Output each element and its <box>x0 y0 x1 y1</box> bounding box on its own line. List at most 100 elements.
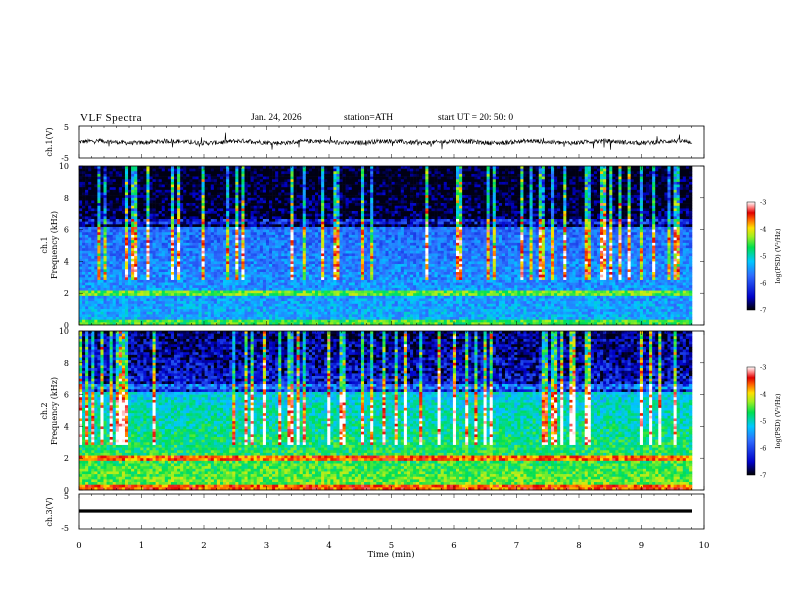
spectrogram-cell <box>112 322 117 326</box>
spectrogram-cell <box>91 237 95 241</box>
spectrogram-cell <box>204 219 209 222</box>
spectrogram-cell <box>192 197 196 201</box>
spectrogram-cell <box>238 277 242 281</box>
spectrogram-cell <box>315 242 319 246</box>
spectrogram-cell <box>192 290 196 294</box>
spectrogram-cell <box>137 250 141 254</box>
spectrogram-cell <box>223 234 227 238</box>
spectrogram-cell <box>244 258 248 262</box>
spectrogram-cell <box>275 266 279 270</box>
spectrogram-cell <box>290 309 294 313</box>
spectrogram-cell <box>262 219 267 222</box>
spectrogram-cell <box>321 290 325 294</box>
spectrogram-cell <box>118 253 123 257</box>
spectrogram-cell <box>318 237 322 241</box>
spectrogram-cell <box>183 290 187 294</box>
spectrogram-cell <box>223 272 227 275</box>
spectrogram-cell <box>186 285 190 289</box>
spectrogram-cell <box>158 317 163 320</box>
spectrogram-cell <box>302 253 307 257</box>
spectrogram-cell <box>170 264 175 267</box>
spectrogram-cell <box>278 219 282 222</box>
spectrogram-cell <box>226 171 230 175</box>
spectrogram-cell <box>235 301 239 305</box>
spectrogram-cell <box>91 253 95 257</box>
spectrogram-cell <box>186 277 190 281</box>
spectrogram-cell <box>177 189 181 193</box>
spectrogram-cell <box>299 303 304 307</box>
spectrogram-cell <box>275 303 279 307</box>
spectrogram-cell <box>155 309 159 313</box>
spectrogram-cell <box>232 240 236 244</box>
spectrogram-cell <box>299 282 304 286</box>
spectrogram-cell <box>330 216 334 220</box>
spectrogram-cell <box>235 232 239 236</box>
spectrogram-cell <box>158 272 163 275</box>
spectrogram-cell <box>207 269 212 273</box>
spectrogram-cell <box>186 232 190 236</box>
spectrogram-cell <box>158 303 163 307</box>
spectrogram-cell <box>97 309 101 313</box>
spectrogram-cell <box>238 309 242 313</box>
spectrogram-cell <box>91 293 95 297</box>
spectrogram-cell <box>324 179 328 183</box>
spectrogram-cell <box>265 295 270 299</box>
spectrogram-cell <box>241 277 245 281</box>
spectrogram-cell <box>100 205 104 209</box>
spectrogram-cell <box>140 173 144 177</box>
spectrogram-cell <box>244 187 248 191</box>
spectrogram-cell <box>88 322 92 326</box>
spectrogram-cell <box>134 279 138 283</box>
spectrogram-cell <box>256 279 261 283</box>
spectrogram-cell <box>158 295 163 299</box>
spectrogram-cell <box>201 173 205 177</box>
spectrogram-cell <box>112 258 117 262</box>
spectrogram-cell <box>308 309 313 313</box>
spectrogram-cell <box>94 192 98 196</box>
spectrogram-cell <box>284 205 288 209</box>
spectrogram-cell <box>177 213 181 217</box>
spectrogram-cell <box>124 187 129 191</box>
spectrogram-cell <box>121 248 126 252</box>
spectrogram-cell <box>106 290 110 294</box>
spectrogram-cell <box>308 245 313 249</box>
spectrogram-cell <box>256 229 261 233</box>
spectrogram-cell <box>204 256 209 260</box>
spectrogram-cell <box>269 279 273 283</box>
spectrogram-cell <box>207 226 212 230</box>
spectrogram-cell <box>275 211 279 214</box>
spectrogram-cell <box>281 261 285 265</box>
spectrogram-cell <box>296 195 300 199</box>
spectrogram-cell <box>140 309 144 313</box>
spectrogram-cell <box>269 173 273 177</box>
spectrogram-cell <box>302 173 307 177</box>
spectrogram-cell <box>100 248 104 252</box>
spectrogram-cell <box>275 181 279 185</box>
spectrogram-cell <box>299 211 304 214</box>
spectrogram-cell <box>149 171 153 175</box>
spectrogram-cell <box>308 282 313 286</box>
spectrogram-cell <box>161 208 166 212</box>
spectrogram-cell <box>235 290 239 294</box>
spectrogram-cell <box>137 285 141 289</box>
spectrogram-cell <box>152 245 156 249</box>
spectrogram-cell <box>189 248 193 252</box>
spectrogram-cell <box>91 205 95 209</box>
spectrogram-cell <box>324 253 328 257</box>
spectrogram-cell <box>164 171 169 175</box>
spectrogram-cell <box>186 301 190 305</box>
spectrogram-cell <box>106 216 110 220</box>
spectrogram-cell <box>269 208 273 212</box>
spectrogram-cell <box>189 168 193 172</box>
spectrogram-cell <box>269 171 273 175</box>
spectrogram-cell <box>293 258 297 262</box>
spectrogram-cell <box>210 282 215 286</box>
spectrogram-cell <box>219 171 224 175</box>
spectrogram-cell <box>259 171 264 175</box>
spectrogram-cell <box>121 184 126 188</box>
spectrogram-cell <box>247 290 251 294</box>
spectrogram-cell <box>318 229 322 233</box>
spectrogram-cell <box>315 303 319 307</box>
spectrogram-cell <box>302 287 307 291</box>
spectrogram-cell <box>146 314 150 318</box>
